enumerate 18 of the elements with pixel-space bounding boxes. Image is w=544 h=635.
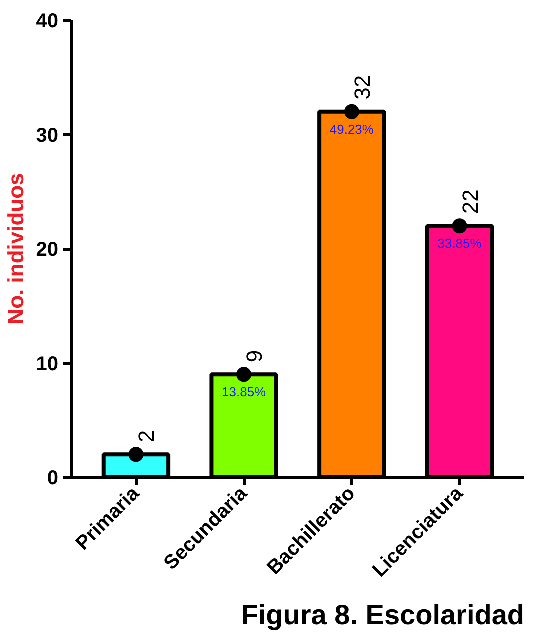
annotation: 49.23%: [330, 122, 374, 137]
annotation: 33.85%: [438, 236, 482, 252]
y-tick-label: 10: [36, 353, 59, 376]
y-axis-title: No. individuos: [3, 173, 28, 325]
text: Figura 8. Escolaridad: [241, 600, 525, 630]
data-label: 9: [242, 350, 268, 363]
y-tick-label: 0: [47, 468, 58, 490]
point: [128, 447, 144, 462]
data-label: 32: [350, 75, 375, 100]
point: [452, 218, 468, 234]
data-label: 22: [458, 190, 483, 214]
point: [236, 367, 252, 382]
y-tick-label: 20: [36, 239, 59, 261]
annotation: 13.85%: [222, 384, 267, 400]
y-tick-label: 40: [36, 10, 59, 32]
point: [344, 104, 360, 120]
data-label: 2: [134, 430, 160, 443]
y-tick-label: 30: [36, 124, 59, 147]
